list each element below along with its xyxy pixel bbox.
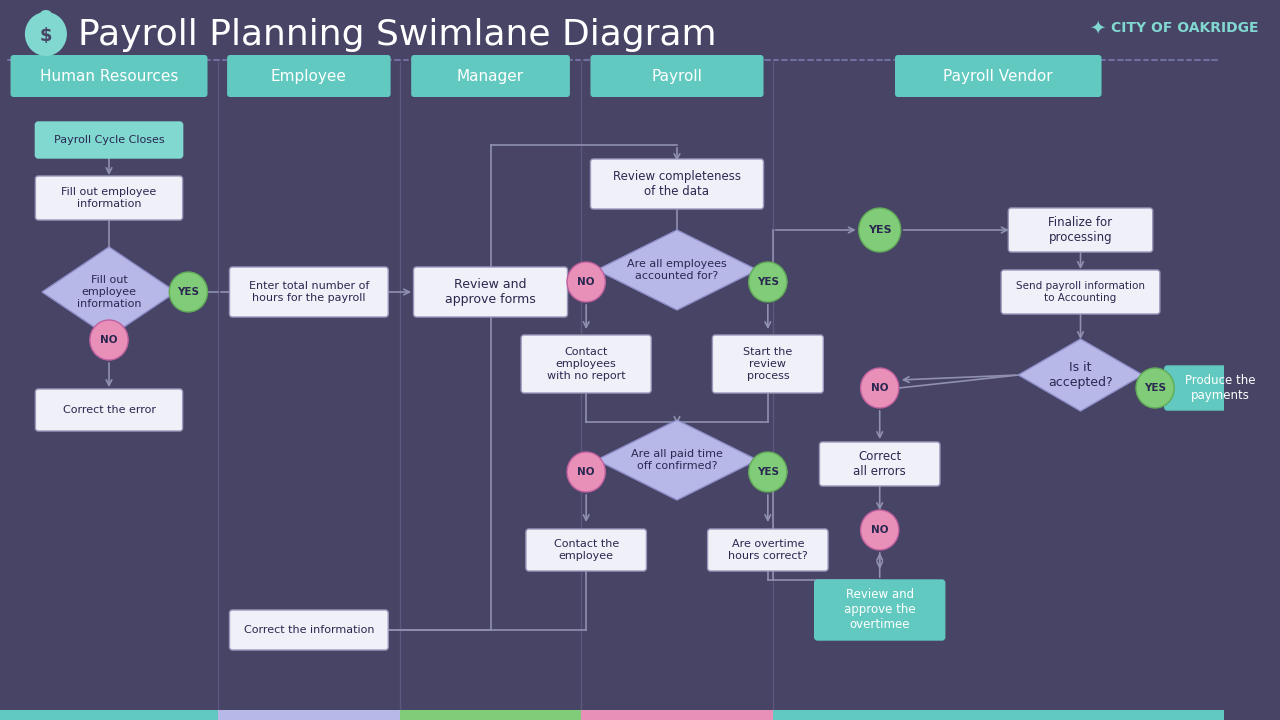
Polygon shape bbox=[596, 420, 758, 500]
Text: Employee: Employee bbox=[271, 68, 347, 84]
FancyBboxPatch shape bbox=[1165, 366, 1276, 410]
Text: CITY OF OAKRIDGE: CITY OF OAKRIDGE bbox=[1111, 21, 1258, 35]
Circle shape bbox=[567, 262, 605, 302]
Text: Fill out employee
information: Fill out employee information bbox=[61, 187, 156, 209]
FancyBboxPatch shape bbox=[814, 580, 945, 640]
Circle shape bbox=[749, 452, 787, 492]
Bar bbox=[218, 710, 399, 720]
FancyBboxPatch shape bbox=[411, 55, 570, 97]
Text: Are all employees
accounted for?: Are all employees accounted for? bbox=[627, 259, 727, 281]
FancyBboxPatch shape bbox=[229, 267, 388, 317]
FancyBboxPatch shape bbox=[229, 610, 388, 650]
Text: Payroll: Payroll bbox=[652, 68, 703, 84]
Text: YES: YES bbox=[756, 277, 778, 287]
Text: $: $ bbox=[40, 27, 52, 45]
Polygon shape bbox=[1019, 339, 1143, 411]
Text: Review and
approve the
overtimee: Review and approve the overtimee bbox=[844, 588, 915, 631]
FancyBboxPatch shape bbox=[36, 122, 183, 158]
Text: Payroll Cycle Closes: Payroll Cycle Closes bbox=[54, 135, 164, 145]
Text: YES: YES bbox=[756, 467, 778, 477]
Text: NO: NO bbox=[870, 383, 888, 393]
FancyBboxPatch shape bbox=[1009, 208, 1153, 252]
Ellipse shape bbox=[40, 10, 51, 18]
Polygon shape bbox=[596, 230, 758, 310]
Bar bbox=[773, 710, 1224, 720]
Text: Start the
review
process: Start the review process bbox=[744, 348, 792, 381]
Text: Contact
employees
with no report: Contact employees with no report bbox=[547, 348, 626, 381]
Text: Review completeness
of the data: Review completeness of the data bbox=[613, 170, 741, 198]
Text: Is it
accepted?: Is it accepted? bbox=[1048, 361, 1112, 389]
FancyBboxPatch shape bbox=[413, 267, 567, 317]
FancyBboxPatch shape bbox=[227, 55, 390, 97]
Text: Payroll Planning Swimlane Diagram: Payroll Planning Swimlane Diagram bbox=[78, 18, 717, 52]
Text: NO: NO bbox=[577, 277, 595, 287]
Polygon shape bbox=[42, 247, 175, 337]
Circle shape bbox=[860, 510, 899, 550]
Circle shape bbox=[1135, 368, 1174, 408]
Circle shape bbox=[567, 452, 605, 492]
FancyBboxPatch shape bbox=[895, 55, 1102, 97]
Text: Correct the error: Correct the error bbox=[63, 405, 155, 415]
FancyBboxPatch shape bbox=[1001, 270, 1160, 314]
Text: Fill out
employee
information: Fill out employee information bbox=[77, 276, 141, 309]
Circle shape bbox=[860, 368, 899, 408]
FancyBboxPatch shape bbox=[590, 55, 764, 97]
Text: Are all paid time
off confirmed?: Are all paid time off confirmed? bbox=[631, 449, 723, 471]
Text: Produce the
payments: Produce the payments bbox=[1185, 374, 1256, 402]
FancyBboxPatch shape bbox=[819, 442, 940, 486]
Circle shape bbox=[169, 272, 207, 312]
Circle shape bbox=[90, 320, 128, 360]
Bar bbox=[0, 710, 218, 720]
Text: Finalize for
processing: Finalize for processing bbox=[1048, 216, 1112, 244]
Text: NO: NO bbox=[577, 467, 595, 477]
Text: Enter total number of
hours for the payroll: Enter total number of hours for the payr… bbox=[248, 282, 369, 303]
Text: YES: YES bbox=[178, 287, 200, 297]
Text: Review and
approve forms: Review and approve forms bbox=[445, 278, 536, 306]
FancyBboxPatch shape bbox=[36, 389, 183, 431]
FancyBboxPatch shape bbox=[521, 335, 652, 393]
Text: Correct
all errors: Correct all errors bbox=[854, 450, 906, 478]
Text: YES: YES bbox=[868, 225, 892, 235]
Text: YES: YES bbox=[1144, 383, 1166, 393]
FancyBboxPatch shape bbox=[590, 159, 764, 209]
Text: ✦: ✦ bbox=[1089, 19, 1106, 37]
Text: NO: NO bbox=[870, 525, 888, 535]
Text: Human Resources: Human Resources bbox=[40, 68, 178, 84]
Text: Payroll Vendor: Payroll Vendor bbox=[943, 68, 1053, 84]
FancyBboxPatch shape bbox=[526, 529, 646, 571]
Text: Contact the
employee: Contact the employee bbox=[553, 539, 618, 561]
Text: Send payroll information
to Accounting: Send payroll information to Accounting bbox=[1016, 282, 1146, 303]
Circle shape bbox=[24, 12, 67, 56]
Text: Manager: Manager bbox=[457, 68, 524, 84]
Circle shape bbox=[859, 208, 901, 252]
Text: Correct the information: Correct the information bbox=[243, 625, 374, 635]
FancyBboxPatch shape bbox=[36, 176, 183, 220]
Circle shape bbox=[749, 262, 787, 302]
Bar bbox=[581, 710, 773, 720]
Text: Are overtime
hours correct?: Are overtime hours correct? bbox=[728, 539, 808, 561]
Bar bbox=[399, 710, 581, 720]
FancyBboxPatch shape bbox=[10, 55, 207, 97]
Text: NO: NO bbox=[100, 335, 118, 345]
FancyBboxPatch shape bbox=[713, 335, 823, 393]
FancyBboxPatch shape bbox=[708, 529, 828, 571]
